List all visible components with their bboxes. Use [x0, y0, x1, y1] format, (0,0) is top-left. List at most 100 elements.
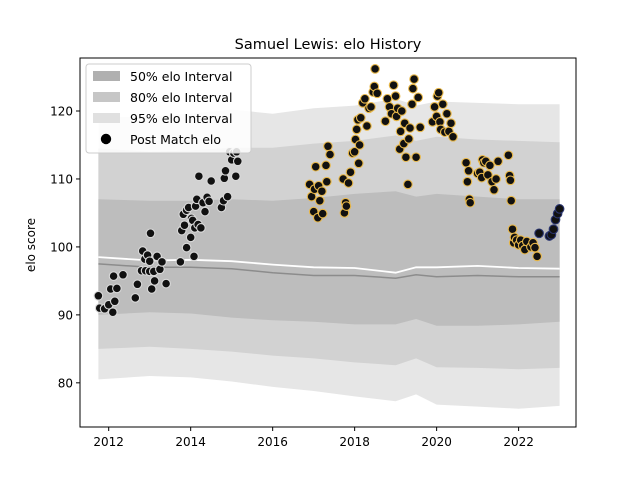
y-tick-label-90: 90	[58, 308, 73, 322]
data-point-1-25	[353, 158, 364, 169]
legend-swatch-95	[93, 113, 120, 123]
data-point-1-8	[317, 186, 327, 197]
legend-frame	[85, 63, 252, 154]
data-point-1-13	[325, 149, 335, 160]
data-point-1-67	[437, 99, 448, 110]
x-tick-label-2012: 2012	[93, 435, 124, 449]
data-point-0-53	[222, 191, 233, 202]
legend-label-95: 95% elo Interval	[130, 111, 232, 126]
data-point-1-29	[360, 93, 370, 104]
data-point-1-17	[341, 201, 352, 211]
data-point-1-61	[429, 102, 440, 112]
data-point-1-92	[505, 175, 516, 186]
data-point-0-26	[161, 278, 171, 289]
data-point-1-18	[343, 178, 354, 188]
data-point-1-30	[362, 121, 372, 131]
data-point-1-54	[407, 99, 417, 110]
data-point-1-4	[310, 161, 321, 172]
data-point-0-31	[181, 242, 192, 253]
data-point-1-50	[401, 152, 411, 163]
x-tick-label-2014: 2014	[175, 435, 206, 449]
data-point-1-11	[321, 176, 332, 187]
legend: 50% elo Interval 80% elo Interval 95% el…	[85, 63, 252, 154]
data-point-2-0	[534, 228, 544, 239]
data-point-1-10	[321, 160, 331, 171]
data-point-1-73	[461, 157, 471, 168]
data-point-0-27	[175, 257, 186, 267]
data-point-0-9	[118, 269, 128, 280]
data-point-1-9	[317, 208, 328, 219]
data-point-1-88	[491, 174, 501, 184]
data-point-1-87	[489, 184, 499, 195]
legend-label-50: 50% elo Interval	[130, 69, 232, 84]
legend-swatch-80	[93, 92, 120, 102]
data-point-0-19	[145, 228, 156, 239]
data-point-1-57	[411, 152, 421, 163]
data-point-1-23	[351, 124, 362, 135]
data-point-0-10	[130, 293, 141, 303]
data-point-1-106	[532, 251, 542, 262]
data-point-1-90	[503, 150, 514, 161]
data-point-1-32	[366, 102, 376, 112]
data-point-1-7	[314, 195, 325, 206]
y-tick-label-110: 110	[50, 172, 73, 186]
data-point-0-42	[194, 171, 204, 182]
data-point-0-7	[109, 296, 120, 307]
data-point-1-85	[485, 160, 495, 171]
data-point-1-47	[396, 106, 407, 116]
data-point-1-12	[323, 141, 333, 152]
median-elo-line	[98, 263, 560, 279]
data-point-1-59	[415, 122, 426, 133]
data-point-1-71	[446, 118, 456, 129]
data-point-0-18	[144, 256, 155, 267]
data-point-1-41	[388, 80, 399, 91]
legend-label-post-match: Post Match elo	[130, 132, 221, 147]
data-point-1-94	[507, 224, 518, 235]
data-point-0-6	[108, 271, 119, 281]
x-tick-label-2022: 2022	[503, 435, 534, 449]
data-point-0-37	[189, 251, 199, 262]
data-point-1-46	[395, 126, 406, 137]
legend-label-80: 80% elo Interval	[130, 90, 232, 105]
y-tick-label-120: 120	[50, 105, 73, 119]
data-point-1-55	[408, 83, 418, 94]
data-point-1-89	[493, 156, 503, 167]
x-tick-label-2016: 2016	[257, 435, 288, 449]
data-point-0-0	[93, 290, 104, 301]
data-point-1-26	[354, 140, 365, 150]
data-point-1-21	[349, 146, 360, 157]
data-point-1-58	[413, 92, 424, 103]
data-point-1-51	[403, 179, 413, 190]
data-point-0-34	[185, 232, 196, 243]
data-point-1-36	[372, 88, 383, 99]
data-point-1-72	[448, 131, 458, 142]
data-point-0-59	[232, 156, 243, 167]
data-point-0-52	[220, 165, 231, 176]
y-tick-label-80: 80	[58, 376, 73, 390]
data-point-0-11	[132, 279, 143, 290]
data-point-2-6	[554, 204, 565, 214]
data-point-0-30	[179, 220, 190, 231]
data-point-1-77	[465, 197, 476, 208]
data-point-0-47	[204, 196, 214, 207]
data-point-1-53	[405, 123, 415, 133]
data-point-1-38	[382, 93, 393, 104]
data-point-1-105	[530, 242, 540, 253]
data-point-1-37	[380, 116, 391, 127]
plot-frame	[79, 57, 577, 428]
plot-area	[93, 64, 565, 409]
data-point-1-19	[345, 167, 356, 178]
chart-title: Samuel Lewis: elo History	[235, 37, 422, 53]
data-point-1-56	[409, 74, 419, 84]
band-50	[98, 191, 560, 326]
data-point-0-57	[230, 171, 241, 182]
data-point-1-75	[463, 165, 474, 176]
data-point-1-74	[462, 176, 473, 187]
data-point-0-45	[200, 206, 210, 217]
data-point-0-48	[206, 176, 217, 186]
data-point-0-8	[112, 283, 122, 294]
y-tick-label-100: 100	[50, 240, 73, 254]
legend-swatch-50	[93, 71, 120, 81]
data-point-1-93	[506, 195, 517, 206]
